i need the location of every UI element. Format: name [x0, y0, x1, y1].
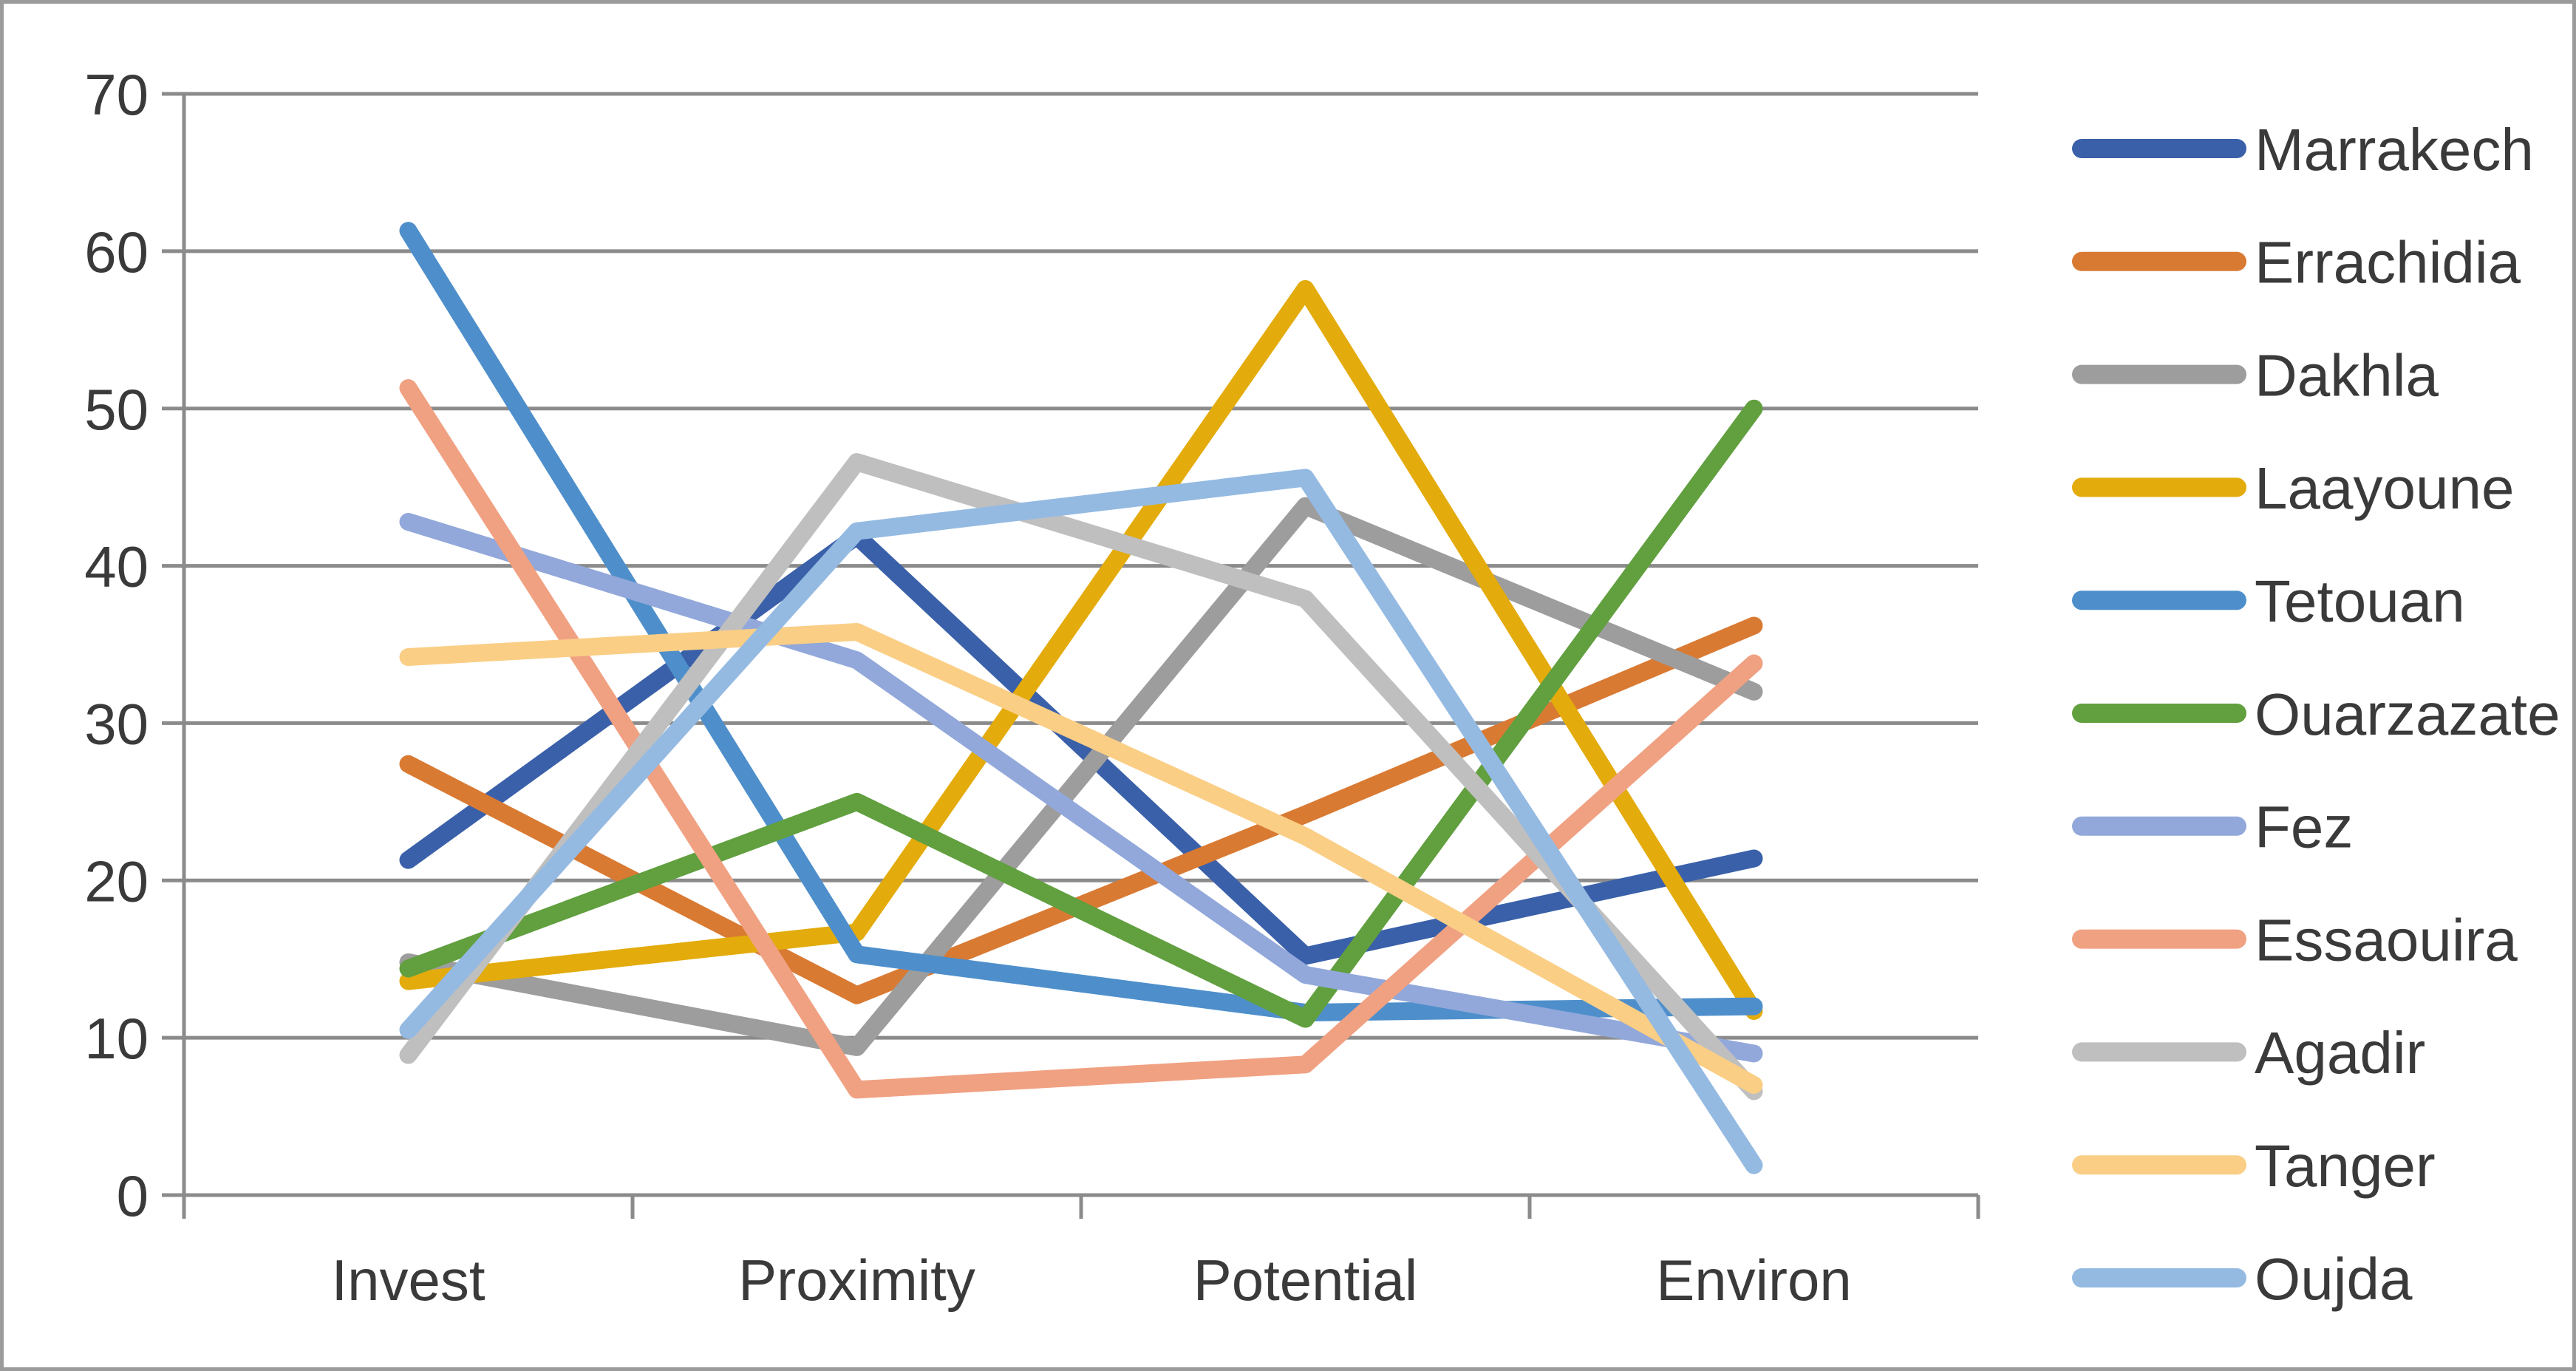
series-line-ouarzazate	[399, 399, 1763, 1028]
series-line-fez	[399, 512, 1763, 1063]
legend-label-tanger: Tanger	[2255, 1133, 2436, 1199]
legend-label-marrakech: Marrakech	[2255, 117, 2534, 183]
x-category-label-proximity: Proximity	[738, 1248, 975, 1313]
legend-label-essaouira: Essaouira	[2255, 907, 2518, 973]
y-tick-label-50: 50	[84, 377, 149, 442]
y-tick-label-30: 30	[84, 692, 149, 757]
series-line-tanger	[399, 622, 1763, 1094]
line-chart: 0 10 20 30 40 50 60 70 Invest Proximity Potential E…	[84, 62, 2560, 1313]
legend-label-errachidia: Errachidia	[2255, 230, 2521, 296]
series-line-laayoune	[399, 279, 1763, 1020]
legend-label-agadir: Agadir	[2255, 1020, 2425, 1086]
series-line-oujda	[399, 469, 1763, 1174]
y-tick-label-10: 10	[84, 1006, 149, 1071]
series-line-dakhla	[399, 497, 1763, 1056]
series-line-marrakech	[399, 527, 1763, 965]
series-line-essaouira	[399, 379, 1763, 1099]
x-category-label-environ: Environ	[1656, 1248, 1851, 1313]
legend-label-dakhla: Dakhla	[2255, 342, 2439, 408]
y-tick-label-40: 40	[84, 534, 149, 599]
y-tick-label-20: 20	[84, 848, 149, 914]
legend-label-tetouan: Tetouan	[2255, 568, 2465, 634]
series-line-agadir	[399, 453, 1763, 1100]
y-tick-label-0: 0	[117, 1163, 149, 1228]
y-tick-label-70: 70	[84, 62, 149, 127]
legend-label-oujda: Oujda	[2255, 1246, 2413, 1312]
x-category-label-potential: Potential	[1193, 1248, 1418, 1313]
y-tick-label-60: 60	[84, 220, 149, 285]
legend-label-laayoune: Laayoune	[2255, 455, 2514, 521]
legend-label-fez: Fez	[2255, 795, 2353, 860]
x-category-label-invest: Invest	[331, 1248, 485, 1313]
legend-label-ouarzazate: Ouarzazate	[2255, 681, 2560, 747]
